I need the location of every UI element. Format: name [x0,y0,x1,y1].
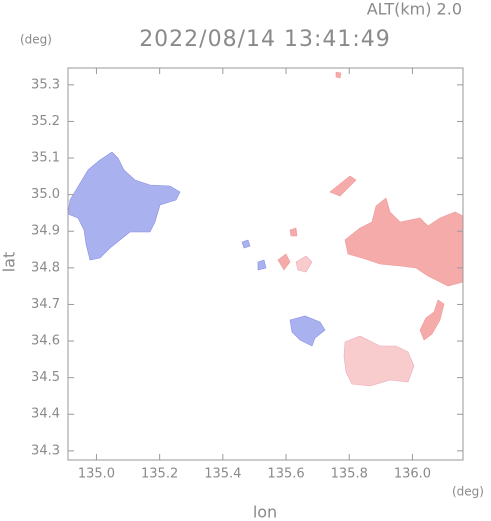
altitude-label: ALT(km) 2.0 [367,0,462,19]
x-tick-label: 135.2 [141,467,178,482]
x-tick-label: 135.8 [331,467,368,482]
echo-area [277,253,291,271]
echo-area [241,239,251,249]
y-tick-label: 34.3 [31,443,60,458]
x-tick-label: 135.6 [267,467,304,482]
y-tick-label: 34.5 [31,370,60,385]
y-tick-label: 34.8 [31,260,60,275]
echo-area [344,197,464,287]
echo-area [343,335,415,387]
x-tick-label: 136.0 [394,467,431,482]
chart-title: 2022/08/14 13:41:49 [139,27,391,52]
y-tick-label: 34.6 [31,334,60,349]
echo-areas [67,71,464,387]
y-axis-label: lat [0,252,19,273]
echo-area [67,151,181,261]
y-tick-label: 34.4 [31,407,60,422]
x-axis-label: lon [253,503,277,521]
y-tick-label: 35.0 [31,187,60,202]
y-tick-label: 34.9 [31,224,60,239]
plot-frame [67,67,464,461]
x-tick-label: 135.0 [78,467,115,482]
echo-area [257,259,267,271]
echo-area [329,175,357,197]
echo-area [289,315,326,347]
x-unit: (deg) [452,485,484,499]
echo-area [295,255,313,273]
y-tick-label: 34.7 [31,297,60,312]
y-tick-label: 35.3 [31,77,60,92]
echo-area [335,71,342,79]
y-tick-label: 35.2 [31,114,60,129]
y-tick-label: 35.1 [31,151,60,166]
x-tick-label: 135.4 [204,467,241,482]
y-unit: (deg) [20,33,52,47]
echo-area [289,227,298,237]
echo-area [419,299,445,341]
